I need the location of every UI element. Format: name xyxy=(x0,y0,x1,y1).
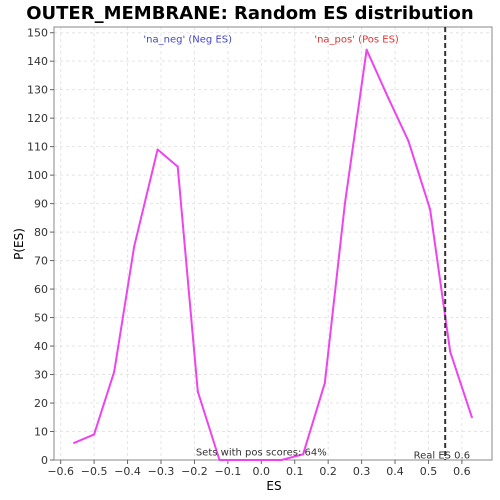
annotation: 'na_pos' (Pos ES) xyxy=(314,35,399,46)
y-tick-label: 80 xyxy=(34,226,48,239)
y-tick-label: 110 xyxy=(27,141,48,154)
y-tick-label: 30 xyxy=(34,369,48,382)
data-point xyxy=(470,416,473,419)
x-tick-label: −0.1 xyxy=(215,465,242,478)
y-tick-label: 120 xyxy=(27,112,48,125)
y-tick-label: 60 xyxy=(34,283,48,296)
data-point xyxy=(280,459,283,461)
data-point xyxy=(302,453,305,456)
data-point xyxy=(449,350,452,353)
x-tick-label: −0.2 xyxy=(181,465,208,478)
y-axis-title: P(ES) xyxy=(12,228,26,260)
data-point xyxy=(218,459,221,461)
axes: 0 10 20 30 40 50 60 70 80 90 100 110 120 130 140 150 −0.… xyxy=(27,27,471,478)
y-tick-label: 130 xyxy=(27,84,48,97)
y-tick-label: 20 xyxy=(34,397,48,410)
y-tick-label: 40 xyxy=(34,340,48,353)
x-axis-title: ES xyxy=(266,479,281,493)
data-point xyxy=(365,48,368,51)
annotations: 'na_neg' (Neg ES) 'na_pos' (Pos ES) Sets w… xyxy=(143,35,470,462)
data-point xyxy=(113,370,116,373)
x-tick-label: −0.4 xyxy=(114,465,141,478)
series-line xyxy=(73,48,473,461)
x-tick-label: 0.2 xyxy=(319,465,337,478)
plot-area xyxy=(53,26,493,461)
annotation: Real ES 0.6 xyxy=(414,451,470,462)
x-tick-label: −0.3 xyxy=(148,465,175,478)
data-point xyxy=(407,139,410,142)
x-tick-label: −0.6 xyxy=(47,465,74,478)
x-tick-label: 0.1 xyxy=(286,465,304,478)
data-point xyxy=(176,165,179,168)
annotation: 'na_neg' (Neg ES) xyxy=(143,35,232,46)
y-tick-label: 0 xyxy=(41,454,48,467)
x-tick-label: 0.6 xyxy=(453,465,471,478)
y-tick-label: 140 xyxy=(27,55,48,68)
x-tick-label: 0.0 xyxy=(253,465,271,478)
x-tick-label: 0.3 xyxy=(353,465,371,478)
y-tick-label: 90 xyxy=(34,198,48,211)
x-tick-label: 0.4 xyxy=(386,465,404,478)
grid xyxy=(54,27,492,461)
data-point xyxy=(156,148,159,151)
data-point xyxy=(343,202,346,205)
data-point xyxy=(73,441,76,444)
data-point xyxy=(196,390,199,393)
data-point xyxy=(93,433,96,436)
data-point xyxy=(323,382,326,385)
y-tick-label: 100 xyxy=(27,169,48,182)
data-point xyxy=(260,459,263,461)
x-tick-label: −0.5 xyxy=(81,465,108,478)
data-point xyxy=(240,459,243,461)
series-layer xyxy=(73,27,473,461)
data-point xyxy=(387,97,390,100)
data-point xyxy=(429,208,432,211)
y-tick-label: 50 xyxy=(34,312,48,325)
y-tick-label: 150 xyxy=(27,27,48,40)
y-tick-label: 10 xyxy=(34,426,48,439)
y-tick-label: 70 xyxy=(34,255,48,268)
chart-title: OUTER_MEMBRANE: Random ES distribution xyxy=(26,3,474,24)
data-point xyxy=(133,245,136,248)
x-tick-label: 0.5 xyxy=(420,465,438,478)
annotation: Sets with pos scores: 64% xyxy=(196,448,327,459)
